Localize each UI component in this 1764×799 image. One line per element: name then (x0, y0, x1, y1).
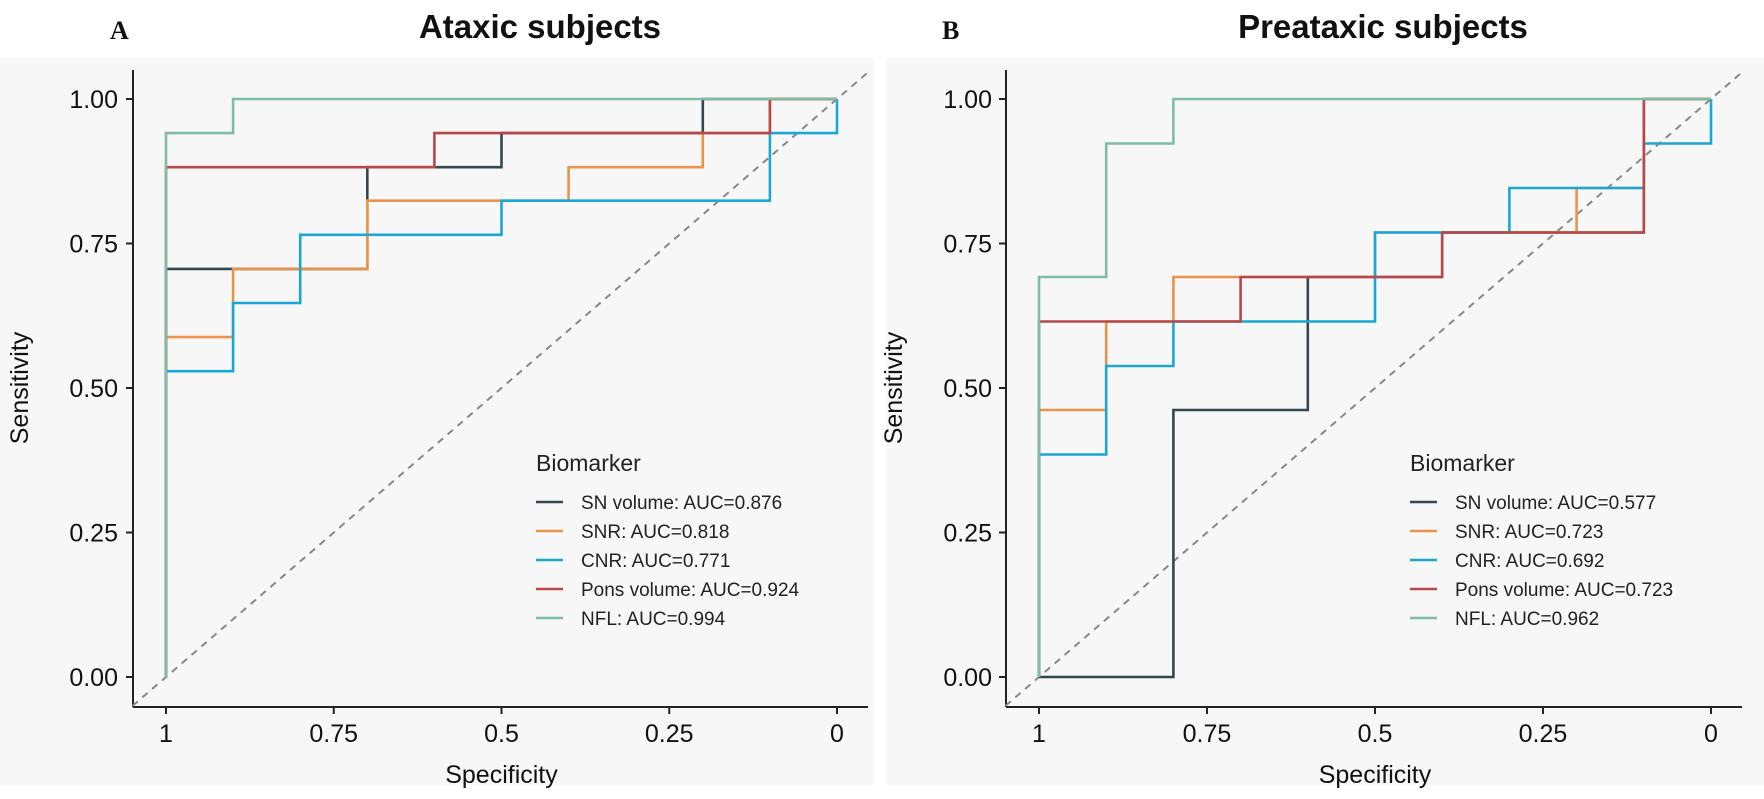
y-tick-label-a: 1.00 (69, 86, 118, 114)
x-tick-label-b: 0.75 (1183, 720, 1232, 748)
x-tick-label-b: 0.25 (1519, 720, 1568, 748)
legend-label-b-3: Pons volume: AUC=0.723 (1455, 580, 1673, 601)
x-tick-label-a: 0 (830, 720, 844, 748)
roc-curve-b-4 (1037, 97, 1711, 677)
x-tick-label-b: 0 (1704, 720, 1718, 748)
panel-a-title: Ataxic subjects (419, 8, 661, 45)
x-tick-label-b: 1 (1032, 720, 1046, 748)
x-axis-title-a: Specificity (445, 761, 558, 789)
legend-label-a-2: CNR: AUC=0.771 (581, 551, 730, 572)
roc-curve-a-2 (164, 99, 839, 677)
y-tick-label-b: 0.50 (943, 375, 992, 403)
x-tick-label-b: 0.5 (1358, 720, 1393, 748)
legend-label-b-2: CNR: AUC=0.692 (1455, 551, 1604, 572)
y-tick-label-b: 0.75 (943, 231, 992, 259)
y-tick-label-b: 0.25 (943, 520, 992, 548)
y-tick-label-a: 0.25 (69, 520, 118, 548)
y-tick-label-a: 0.75 (69, 231, 118, 259)
x-axis-title-b: Specificity (1319, 761, 1432, 789)
y-tick-label-a: 0.00 (69, 664, 118, 692)
roc-chart-preataxic: 0.00 0.25 0.50 0.75 1.00 1 0.75 0.5 0.25 0 Specifi… (880, 58, 1764, 789)
x-tick-label-a: 1 (159, 720, 173, 748)
y-tick-label-b: 0.00 (943, 664, 992, 692)
x-tick-label-a: 0.75 (309, 720, 358, 748)
legend-label-a-1: SNR: AUC=0.818 (581, 522, 729, 543)
panel-a-letter: A (110, 16, 129, 45)
legend-title-b: Biomarker (1410, 450, 1515, 476)
x-tick-label-a: 0.5 (484, 720, 519, 748)
legend-label-a-3: Pons volume: AUC=0.924 (581, 580, 800, 601)
legend-label-b-4: NFL: AUC=0.962 (1455, 609, 1599, 630)
reference-diagonal-b (1004, 69, 1746, 707)
plot-background-a (0, 58, 874, 785)
legend-title-a: Biomarker (536, 450, 641, 476)
y-axis-title-a: Sensitivity (6, 331, 34, 444)
panel-b-letter: B (942, 16, 959, 45)
y-tick-label-a: 0.50 (69, 375, 118, 403)
roc-chart-ataxic: 0.00 0.25 0.50 0.75 1.00 1 0.75 0.5 0.25 0 Specifi… (0, 58, 874, 789)
x-tick-label-a: 0.25 (645, 720, 694, 748)
y-axis-title-b: Sensitivity (880, 331, 908, 444)
plot-background-b (886, 58, 1764, 785)
legend-label-a-4: NFL: AUC=0.994 (581, 609, 726, 630)
reference-diagonal-a (131, 69, 872, 707)
roc-curve-a-4 (164, 97, 837, 677)
legend-label-b-0: SN volume: AUC=0.577 (1455, 493, 1656, 514)
legend-label-a-0: SN volume: AUC=0.876 (581, 493, 782, 514)
y-tick-label-b: 1.00 (943, 86, 992, 114)
panel-b-title: Preataxic subjects (1238, 8, 1528, 45)
legend-label-b-1: SNR: AUC=0.723 (1455, 522, 1603, 543)
roc-curve-b-3 (1037, 97, 1711, 677)
